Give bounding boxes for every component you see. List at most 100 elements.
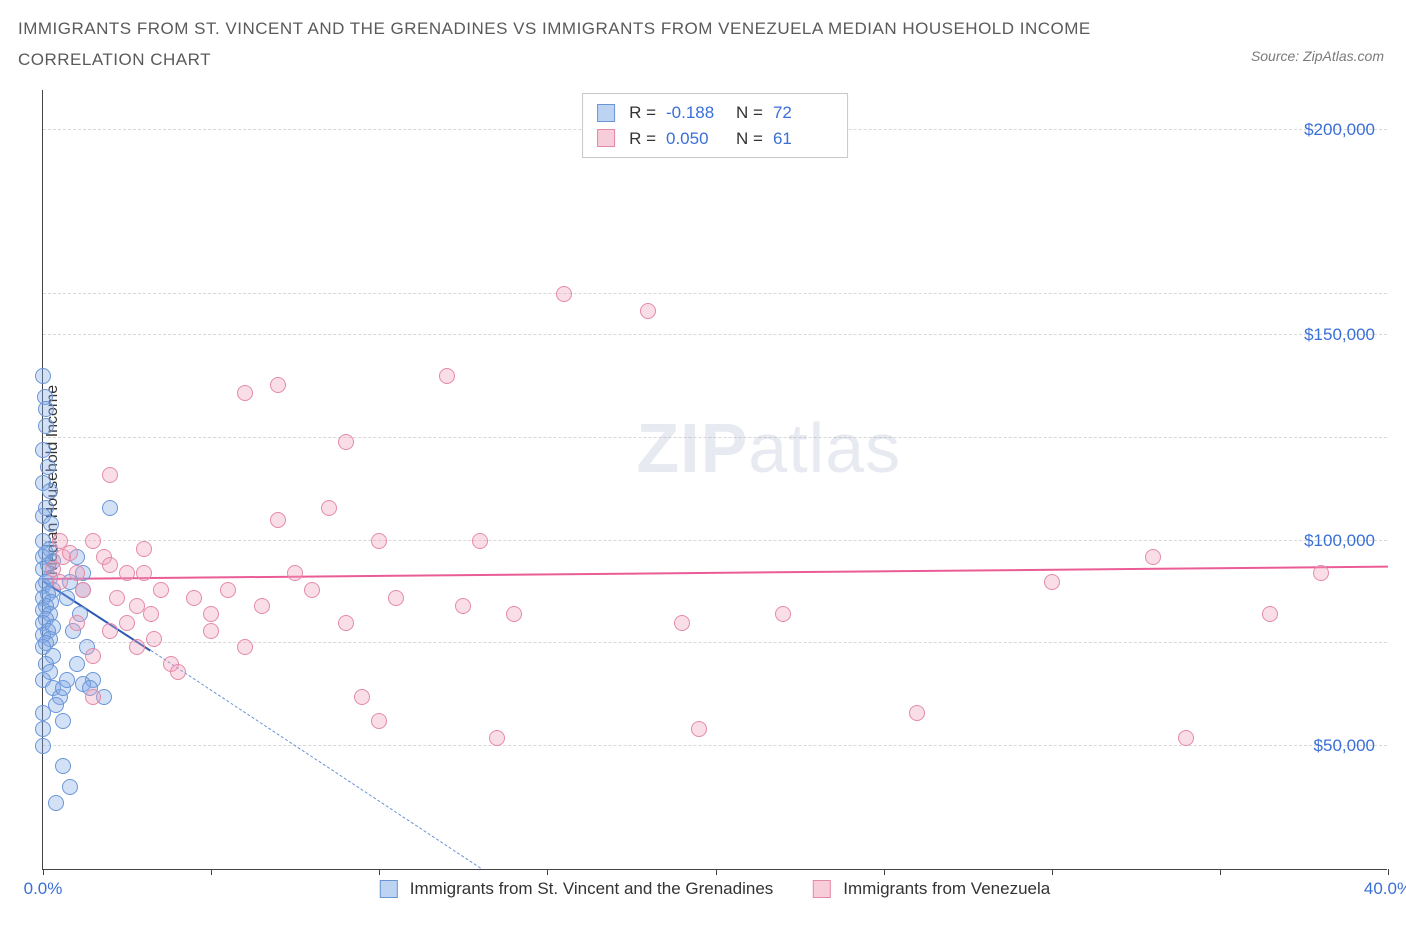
title-line-2: CORRELATION CHART: [18, 45, 1388, 76]
data-point: [254, 598, 270, 614]
trend-line-extrapolated: [150, 651, 480, 869]
y-tick-label: $100,000: [1304, 531, 1375, 551]
data-point: [69, 656, 85, 672]
data-point: [85, 648, 101, 664]
legend-stats-box: R = -0.188 N = 72 R = 0.050 N = 61: [582, 93, 848, 158]
data-point: [674, 615, 690, 631]
r-label: R =: [629, 126, 656, 152]
data-point: [102, 623, 118, 639]
data-point: [1044, 574, 1060, 590]
data-point: [136, 565, 152, 581]
source-prefix: Source:: [1251, 48, 1303, 64]
legend-swatch-ven: [597, 129, 615, 147]
data-point: [237, 385, 253, 401]
legend-item-ven: Immigrants from Venezuela: [813, 879, 1050, 899]
x-tick: [1220, 869, 1221, 875]
data-point: [43, 516, 59, 532]
data-point: [48, 795, 64, 811]
data-point: [203, 606, 219, 622]
data-point: [170, 664, 186, 680]
data-point: [371, 533, 387, 549]
data-point: [102, 467, 118, 483]
gridline: [43, 437, 1387, 438]
data-point: [69, 615, 85, 631]
data-point: [455, 598, 471, 614]
data-point: [146, 631, 162, 647]
r-value-svg: -0.188: [666, 100, 726, 126]
x-tick: [211, 869, 212, 875]
x-tick: [547, 869, 548, 875]
data-point: [1262, 606, 1278, 622]
data-point: [119, 615, 135, 631]
r-label: R =: [629, 100, 656, 126]
data-point: [203, 623, 219, 639]
data-point: [153, 582, 169, 598]
x-tick: [1388, 869, 1389, 875]
data-point: [556, 286, 572, 302]
watermark-light: atlas: [748, 409, 901, 487]
legend-swatch-svg: [597, 104, 615, 122]
legend-series: Immigrants from St. Vincent and the Gren…: [380, 879, 1050, 899]
data-point: [143, 606, 159, 622]
data-point: [35, 442, 51, 458]
data-point: [62, 545, 78, 561]
data-point: [35, 721, 51, 737]
data-point: [388, 590, 404, 606]
x-tick-label: 0.0%: [24, 879, 63, 899]
data-point: [775, 606, 791, 622]
data-point: [270, 512, 286, 528]
x-tick: [1052, 869, 1053, 875]
data-point: [472, 533, 488, 549]
x-tick: [716, 869, 717, 875]
y-tick-label: $200,000: [1304, 120, 1375, 140]
data-point: [338, 434, 354, 450]
y-tick-label: $150,000: [1304, 325, 1375, 345]
data-point: [304, 582, 320, 598]
x-tick: [43, 869, 44, 875]
data-point: [55, 758, 71, 774]
data-point: [220, 582, 236, 598]
data-point: [75, 582, 91, 598]
scatter-chart: Median Household Income ZIPatlas R = -0.…: [42, 90, 1387, 870]
n-value-svg: 72: [773, 100, 833, 126]
data-point: [38, 418, 54, 434]
data-point: [506, 606, 522, 622]
gridline: [43, 540, 1387, 541]
title-line-1: IMMIGRANTS FROM ST. VINCENT AND THE GREN…: [18, 14, 1388, 45]
data-point: [270, 377, 286, 393]
data-point: [55, 713, 71, 729]
data-point: [489, 730, 505, 746]
x-tick: [379, 869, 380, 875]
data-point: [354, 689, 370, 705]
legend-item-svg: Immigrants from St. Vincent and the Gren…: [380, 879, 773, 899]
data-point: [136, 541, 152, 557]
legend-label-ven: Immigrants from Venezuela: [843, 879, 1050, 899]
data-point: [62, 779, 78, 795]
data-point: [129, 639, 145, 655]
r-value-ven: 0.050: [666, 126, 726, 152]
data-point: [371, 713, 387, 729]
data-point: [69, 565, 85, 581]
x-tick: [884, 869, 885, 875]
data-point: [1145, 549, 1161, 565]
legend-stats-row-2: R = 0.050 N = 61: [597, 126, 833, 152]
data-point: [691, 721, 707, 737]
data-point: [338, 615, 354, 631]
legend-stats-row-1: R = -0.188 N = 72: [597, 100, 833, 126]
data-point: [59, 672, 75, 688]
n-value-ven: 61: [773, 126, 833, 152]
watermark-bold: ZIP: [636, 409, 748, 487]
data-point: [237, 639, 253, 655]
data-point: [35, 705, 51, 721]
data-point: [186, 590, 202, 606]
legend-swatch-ven-icon: [813, 880, 831, 898]
data-point: [439, 368, 455, 384]
data-point: [85, 533, 101, 549]
y-tick-label: $50,000: [1314, 736, 1375, 756]
data-point: [38, 401, 54, 417]
chart-title-block: IMMIGRANTS FROM ST. VINCENT AND THE GREN…: [18, 14, 1388, 75]
data-point: [102, 557, 118, 573]
watermark: ZIPatlas: [636, 408, 901, 488]
data-point: [59, 590, 75, 606]
data-point: [1313, 565, 1329, 581]
